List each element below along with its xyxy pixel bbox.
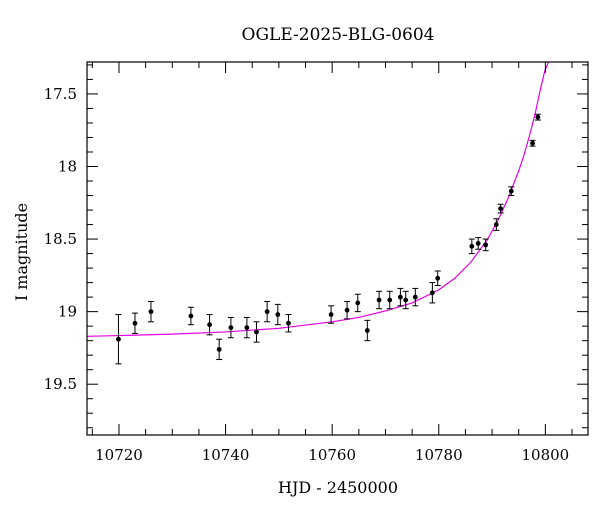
data-point (493, 218, 500, 231)
data-marker (355, 300, 361, 306)
data-marker (254, 329, 259, 335)
plot-frame (86, 61, 589, 436)
data-point (475, 237, 482, 250)
data-marker (275, 312, 281, 317)
data-marker (328, 312, 334, 317)
data-marker (403, 297, 409, 303)
data-point (115, 314, 122, 365)
x-tick-label: 10780 (415, 446, 463, 464)
data-marker (116, 336, 121, 342)
data-marker (364, 328, 370, 333)
data-point (187, 306, 194, 326)
data-marker (530, 140, 535, 146)
data-point (354, 293, 361, 313)
data-point (508, 186, 515, 197)
y-tick-label: 18 (58, 157, 77, 175)
plot-area (86, 61, 589, 436)
y-tick-label: 18.5 (44, 230, 77, 248)
data-point (412, 287, 419, 307)
data-point (328, 305, 335, 324)
y-tick-label: 19 (58, 303, 77, 321)
x-tick-label: 10740 (202, 446, 250, 464)
data-point (147, 300, 154, 323)
data-point (227, 316, 234, 339)
data-point (482, 238, 489, 252)
data-point (434, 270, 441, 287)
data-point (376, 290, 383, 310)
data-marker (493, 222, 499, 227)
y-tick-label: 19.5 (44, 375, 77, 393)
data-point (264, 300, 271, 323)
data-marker (244, 325, 250, 330)
data-point (274, 303, 281, 326)
data-marker (387, 297, 393, 303)
data-marker (216, 346, 222, 352)
data-point (429, 282, 436, 304)
data-marker (429, 290, 435, 296)
data-point (131, 312, 138, 334)
data-marker (188, 313, 194, 319)
x-tick-label: 10760 (308, 446, 356, 464)
x-tick-label: 10720 (95, 446, 143, 464)
data-marker (483, 242, 489, 248)
data-point (397, 287, 404, 307)
tick-labels: 10720 10740 10760 10780 10800 17.5 18 18.5 19 19.… (44, 85, 570, 464)
data-marker (412, 294, 418, 300)
data-marker (435, 275, 441, 281)
data-point (216, 338, 223, 361)
data-point (534, 113, 541, 121)
data-point (529, 139, 536, 147)
data-marker (397, 294, 403, 300)
data-marker (469, 243, 475, 249)
data-marker (475, 241, 481, 246)
data-marker (286, 320, 291, 326)
data-point (253, 321, 260, 343)
data-point (285, 314, 292, 333)
data-point (497, 203, 504, 214)
data-marker (264, 309, 270, 315)
data-marker (148, 309, 154, 315)
data-point (364, 319, 371, 342)
data-marker (207, 322, 212, 328)
data-marker (535, 114, 541, 120)
axis-ticks (87, 62, 588, 435)
chart-title: OGLE-2025-BLG-0604 (242, 25, 435, 45)
data-marker (498, 206, 503, 211)
data-point (206, 314, 213, 336)
data-marker (228, 325, 234, 330)
data-marker (132, 320, 138, 326)
x-tick-label: 10800 (522, 446, 570, 464)
y-tick-label: 17.5 (44, 85, 77, 103)
data-point (386, 290, 393, 310)
data-point (344, 300, 351, 320)
data-point (468, 238, 475, 255)
data-point (243, 316, 250, 339)
data-point (402, 290, 409, 310)
data-marker (376, 297, 382, 303)
y-axis-label: I magnitude (12, 203, 31, 301)
data-marker (508, 188, 514, 194)
model-curve (87, 62, 550, 337)
x-axis-label: HJD - 2450000 (278, 478, 398, 497)
data-marker (344, 307, 350, 313)
